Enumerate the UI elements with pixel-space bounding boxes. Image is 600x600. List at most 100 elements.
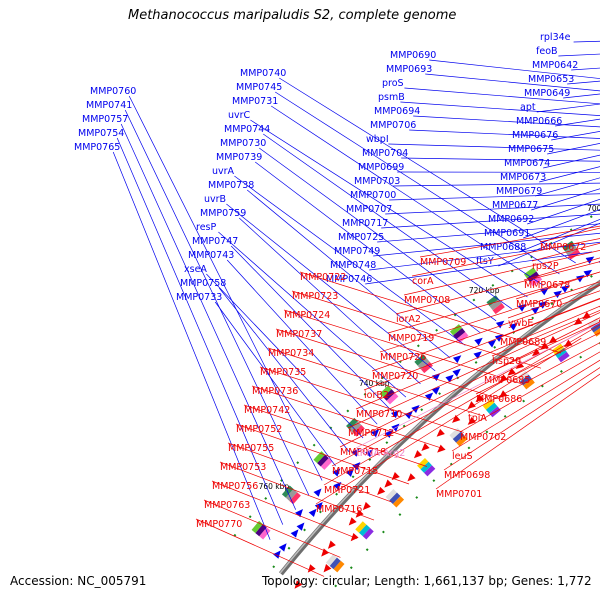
forward-gene-label: MMP0673 [500,172,546,183]
forward-gene-label: MMP0666 [516,116,562,127]
feature-block [482,398,495,410]
reverse-gene-arrow [436,428,445,437]
forward-gene-arrow [295,508,303,518]
reverse-leader-line [475,332,600,395]
feature-block [423,465,436,477]
reverse-leader-line [243,404,428,467]
forward-gene-arrow [585,256,595,264]
forward-gene-label: MMP0746 [326,274,372,285]
forward-gene-arrow [509,322,518,331]
reverse-leader-line [459,351,600,433]
forward-leader-line [226,203,436,372]
topology-summary: Topology: circular; Length: 1,661,137 bp… [262,574,592,588]
reverse-gene-label: MMP0770 [196,519,242,530]
forward-leader-line [400,101,600,116]
forward-gene-label: MMP0717 [342,218,388,229]
reverse-gene-label: hsp20 [492,356,521,367]
reverse-gene-label: MMP0742 [244,405,290,416]
forward-leader-line [425,73,600,92]
feature-block [358,524,371,537]
forward-gene-arrow [345,468,354,477]
forward-gene-arrow [332,468,341,477]
forward-gene-label: MMP0649 [524,88,570,99]
feature-block [452,431,465,443]
forward-gene-label: MMP0653 [528,74,574,85]
reverse-leader-line [323,324,600,486]
reverse-gene-label: MMP0670 [516,299,562,310]
forward-gene-label: MMP0675 [508,144,554,155]
reverse-gene-arrow [548,335,558,344]
forward-gene-arrow [384,429,393,439]
reverse-gene-arrow [377,486,386,496]
reverse-gene-label: MMP0756 [212,481,258,492]
forward-gene-arrow [313,488,322,497]
reverse-gene-arrow [294,580,303,589]
feature-block [289,492,301,505]
reverse-gene-arrow [467,416,477,425]
feature-block [329,557,341,570]
trna-gene-label: tRNA-Arg2 [356,448,405,459]
forward-leader-line [124,109,310,496]
reverse-leader-line [347,312,600,429]
forward-gene-label: MMP0743 [188,250,234,261]
reverse-gene-label: MMP0723 [292,291,338,302]
forward-leader-line [413,115,600,128]
reverse-leader-line [451,359,600,452]
forward-gene-label: MMP0699 [358,162,404,173]
kbp-tick-label: 740 kbp [359,379,390,388]
reverse-gene-arrow [507,367,516,376]
forward-gene-label: MMP0744 [224,124,270,135]
reverse-leader-line [235,423,410,485]
forward-leader-line [254,161,481,334]
forward-gene-label: MMP0674 [504,158,550,169]
reverse-gene-label: MMP0702 [460,432,506,443]
feature-block [420,461,432,473]
reverse-gene-arrow [350,532,359,542]
forward-gene-label: MMP0731 [232,96,278,107]
forward-gene-arrow [278,543,287,552]
forward-gene-arrow [473,351,482,360]
forward-leader-line [271,105,544,286]
forward-leader-line [523,209,600,239]
reverse-leader-line [219,461,375,521]
forward-gene-arrow [431,373,441,382]
reverse-leader-line [291,290,542,369]
forward-gene-label: MMP0679 [496,186,542,197]
feature-block [317,454,329,467]
forward-gene-arrow [371,429,380,438]
forward-leader-line [230,245,392,411]
forward-leader-line [498,222,600,267]
map-title: Methanococcus maripaludis S2, complete g… [128,8,457,23]
reverse-leader-line [363,298,600,391]
reverse-gene-arrow [321,548,330,557]
forward-leader-line [279,77,576,264]
forward-gene-label: psmB [378,92,405,103]
reverse-leader-line [195,518,325,577]
forward-gene-arrow [296,522,305,531]
feature-block [392,496,405,508]
reverse-gene-label: ywbE [508,318,533,329]
reverse-gene-arrow [384,479,393,488]
forward-leader-line [389,193,600,201]
reverse-leader-line [403,250,600,296]
feature-block [587,318,600,329]
reverse-gene-label: MMP0736 [252,386,298,397]
reverse-leader-line [411,238,600,277]
genome-backbone-highlight [279,280,600,574]
forward-gene-arrow [452,368,461,377]
reverse-gene-label: MMP0752 [236,424,282,435]
feature-block [259,527,271,540]
forward-gene-label: MMP0748 [330,260,376,271]
reverse-gene-label: MMP0721 [324,485,370,496]
forward-leader-line [275,91,560,275]
forward-gene-label: MMP0677 [492,200,538,211]
forward-gene-label: MMP0760 [90,86,136,97]
forward-gene-label: MMP0700 [350,190,396,201]
feature-block [389,492,401,504]
feature-block [313,451,326,464]
reverse-gene-label: MMP0726 [380,352,426,363]
forward-leader-line [397,171,600,173]
forward-gene-label: MMP0691 [484,228,530,239]
reverse-gene-label: tpiA [468,413,487,424]
